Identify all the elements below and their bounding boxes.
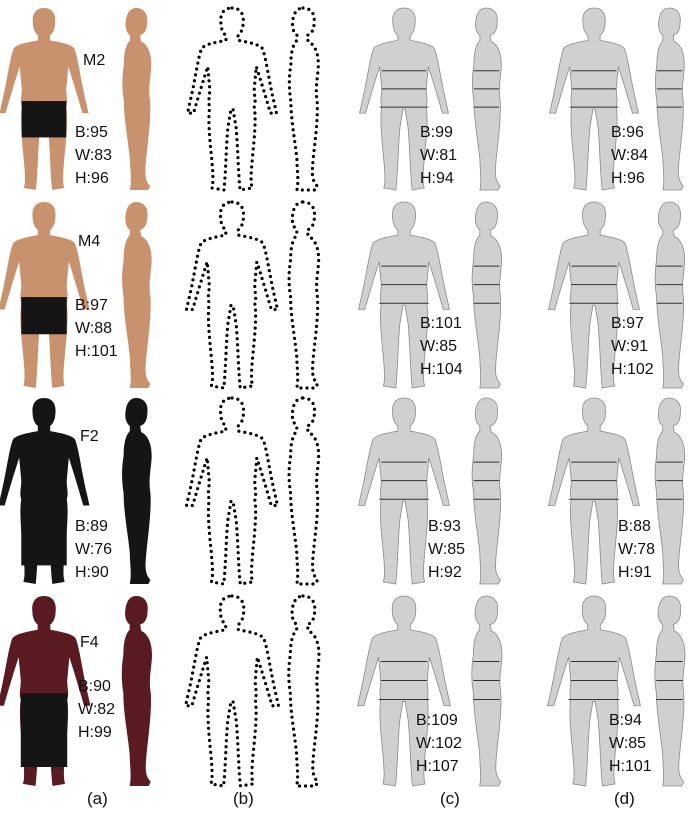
recon-d-waist-label: W:85 [609, 735, 647, 752]
subject-label: F4 [80, 634, 99, 651]
column-caption-b: (b) [233, 789, 254, 808]
photo-hip-label: H:99 [78, 724, 112, 741]
person-photo-side [122, 398, 152, 584]
recon-d-bust-label: B:96 [611, 124, 644, 141]
column-caption-a: (a) [87, 789, 108, 808]
mesh-body-side [654, 7, 685, 191]
mesh-body-side [654, 397, 686, 585]
dotted-silhouette-front [184, 396, 280, 586]
recon-c-bust-label: B:99 [420, 124, 453, 141]
photo-bust-label: B:89 [75, 518, 108, 535]
recon-c-hip-label: H:104 [420, 361, 463, 378]
recon-d-bust-label: B:97 [611, 315, 644, 332]
dotted-silhouette-side [287, 594, 321, 788]
photo-waist-label: W:83 [75, 147, 113, 164]
clothing-shape [21, 493, 67, 566]
recon-d-waist-label: W:78 [618, 541, 656, 558]
photo-waist-label: W:88 [75, 320, 113, 337]
dotted-silhouette-front [185, 6, 279, 192]
dotted-silhouette-front [184, 200, 280, 390]
photo-hip-label: H:101 [75, 343, 118, 360]
mesh-body-side [471, 397, 503, 585]
photo-bust-label: B:90 [78, 678, 111, 695]
photo-bust-label: B:97 [75, 297, 108, 314]
photo-waist-label: W:82 [78, 701, 116, 718]
subject-label: M2 [83, 52, 106, 69]
recon-d-hip-label: H:96 [611, 170, 645, 187]
person-photo-side [122, 8, 152, 190]
recon-d-bust-label: B:94 [609, 712, 642, 729]
column-caption-c: (c) [440, 789, 460, 808]
person-photo-side [122, 202, 152, 388]
recon-c-hip-label: H:107 [416, 758, 459, 775]
photo-hip-label: H:96 [75, 170, 109, 187]
dotted-silhouette-side [287, 6, 320, 192]
mesh-body-side [471, 201, 503, 389]
recon-c-waist-label: W:85 [428, 541, 466, 558]
clothing-shape [21, 297, 67, 335]
mesh-body-side [654, 595, 686, 787]
recon-c-waist-label: W:81 [420, 147, 458, 164]
clothing-shape [21, 101, 67, 138]
recon-c-waist-label: W:102 [416, 735, 462, 752]
recon-c-bust-label: B:93 [428, 518, 461, 535]
photo-waist-label: W:76 [75, 541, 113, 558]
mesh-body-side [471, 595, 503, 787]
recon-c-hip-label: H:92 [428, 564, 462, 581]
photo-hip-label: H:90 [75, 564, 109, 581]
dotted-silhouette-side [287, 200, 321, 390]
recon-c-bust-label: B:101 [420, 315, 462, 332]
recon-d-hip-label: H:102 [611, 361, 654, 378]
clothing-shape [20, 693, 68, 767]
mesh-body-side [471, 7, 502, 191]
recon-d-bust-label: B:88 [618, 518, 651, 535]
recon-d-waist-label: W:91 [611, 338, 649, 355]
dotted-silhouette-front [183, 594, 281, 788]
recon-d-waist-label: W:84 [611, 147, 649, 164]
person-photo-side [121, 596, 152, 786]
subject-label: F2 [80, 428, 99, 445]
recon-c-bust-label: B:109 [416, 712, 458, 729]
recon-d-hip-label: H:91 [618, 564, 652, 581]
dotted-silhouette-side [287, 396, 321, 586]
column-caption-d: (d) [614, 789, 635, 808]
subject-label: M4 [78, 233, 101, 250]
photo-bust-label: B:95 [75, 124, 108, 141]
mesh-body-side [654, 201, 686, 389]
recon-d-hip-label: H:101 [609, 758, 652, 775]
recon-c-hip-label: H:94 [420, 170, 454, 187]
recon-c-waist-label: W:85 [420, 338, 458, 355]
